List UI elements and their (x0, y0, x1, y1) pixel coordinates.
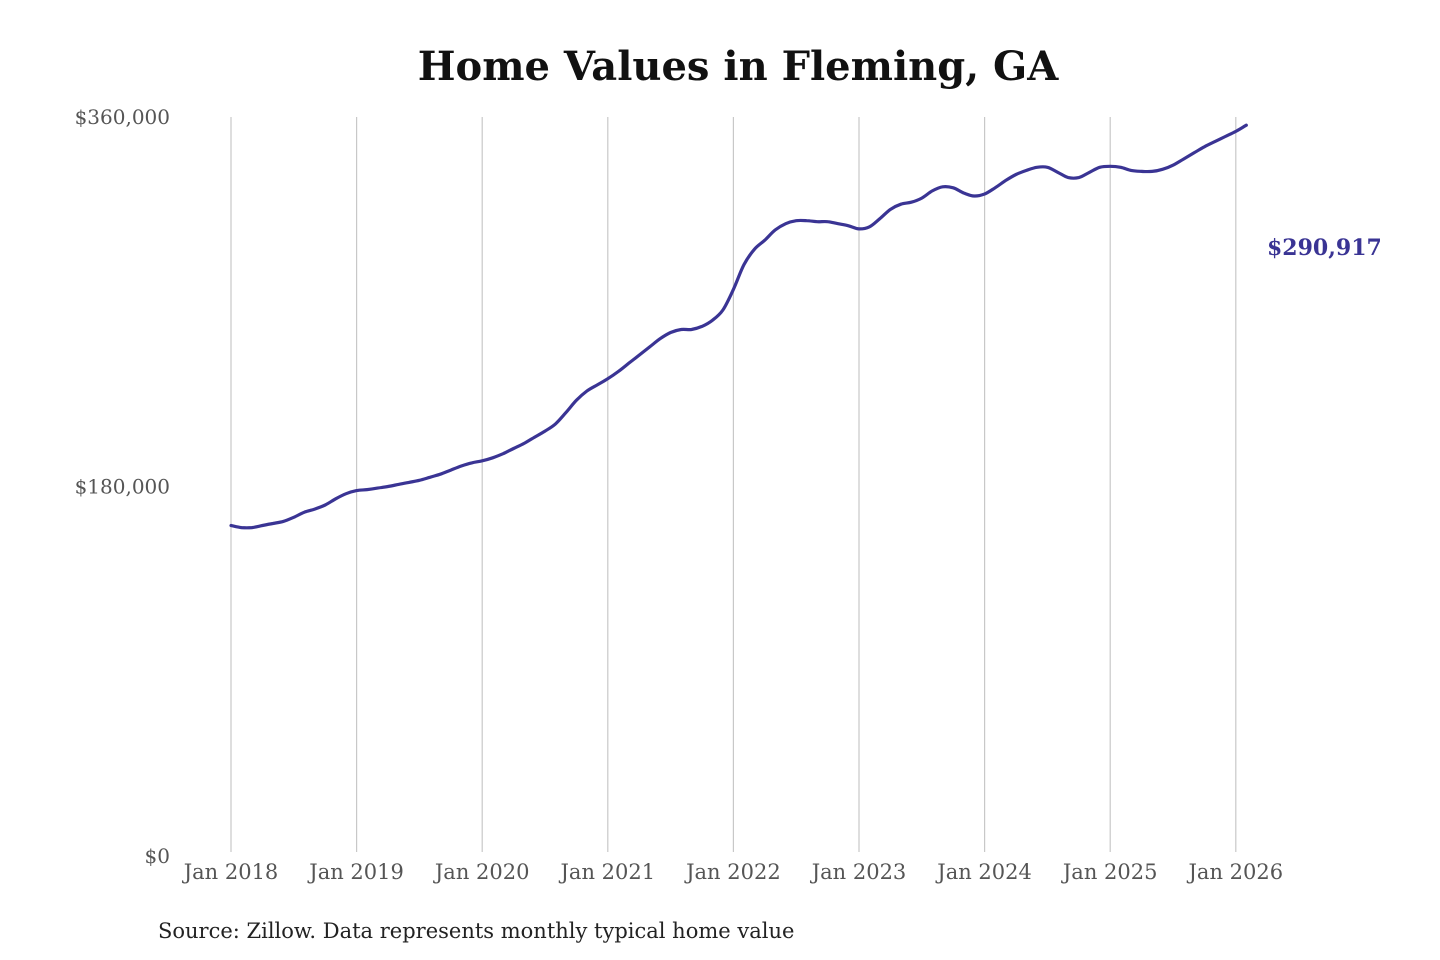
x-tick-label: Jan 2020 (433, 860, 530, 884)
y-tick-label: $180,000 (75, 475, 170, 499)
gridlines (230, 117, 1237, 852)
x-tick-label: Jan 2026 (1187, 860, 1284, 884)
source-note: Source: Zillow. Data represents monthly … (158, 919, 794, 943)
x-tick-label: Jan 2025 (1061, 860, 1158, 884)
y-tick-label: $0 (145, 844, 170, 868)
x-tick-label: Jan 2019 (307, 860, 404, 884)
y-tick-label: $360,000 (75, 105, 170, 129)
x-tick-label: Jan 2021 (559, 860, 656, 884)
x-tick-label: Jan 2018 (182, 860, 279, 884)
chart-title: Home Values in Fleming, GA (418, 43, 1059, 90)
y-axis-ticks: $0 $180,000 $360,000 (75, 105, 170, 868)
x-tick-label: Jan 2023 (810, 860, 907, 884)
last-value-label: $290,917 (1267, 235, 1382, 261)
home-value-line (229, 123, 1248, 530)
x-tick-label: Jan 2024 (935, 860, 1032, 884)
x-tick-label: Jan 2022 (684, 860, 781, 884)
x-axis-ticks: Jan 2018 Jan 2019 Jan 2020 Jan 2021 Jan 2022… (182, 860, 1283, 884)
